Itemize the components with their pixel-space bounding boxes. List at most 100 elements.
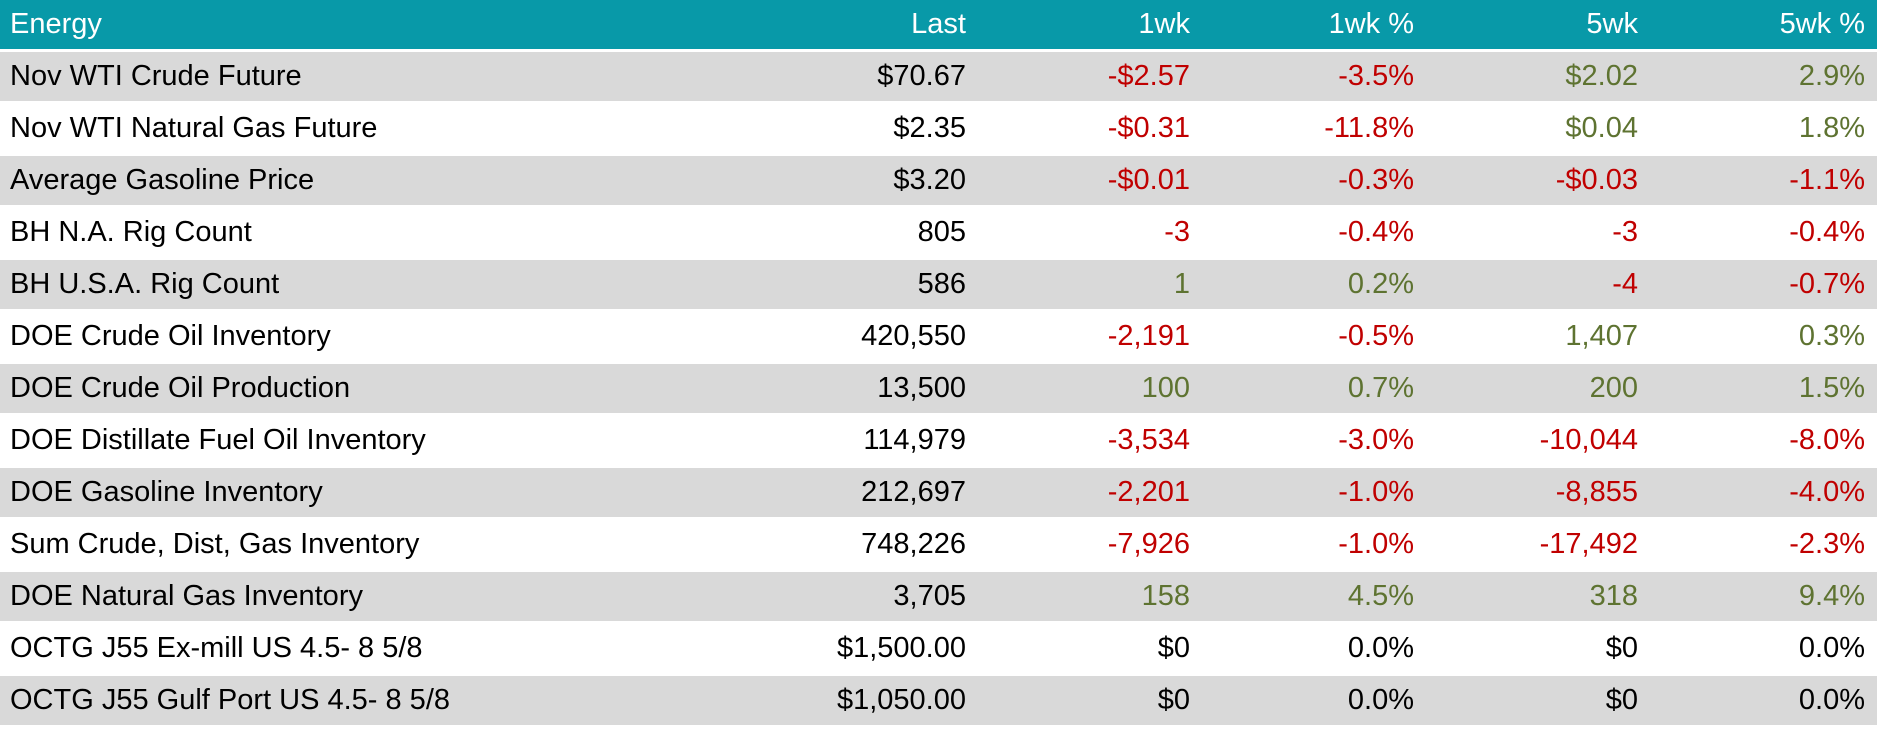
table-cell: -1.0%	[1338, 476, 1414, 508]
row-label: Nov WTI Crude Future	[10, 60, 302, 92]
row-label: DOE Gasoline Inventory	[10, 476, 323, 508]
table-cell: -3	[1612, 216, 1638, 248]
table-cell: 4.5%	[1347, 580, 1414, 612]
column-header-5wk: 5wk	[1586, 8, 1638, 40]
table-cell: 1.5%	[1798, 372, 1865, 404]
table-cell: -4	[1612, 268, 1638, 300]
row-label: OCTG J55 Gulf Port US 4.5- 8 5/8	[10, 684, 450, 716]
table-row: DOE Crude Oil Production 13,500 100 0.7% 200…	[0, 364, 1877, 416]
table-cell: 805	[917, 216, 966, 248]
table-row: DOE Distillate Fuel Oil Inventory 114,979…	[0, 416, 1877, 468]
column-header-energy: Energy	[10, 8, 102, 40]
row-label: BH N.A. Rig Count	[10, 216, 252, 248]
row-label: DOE Crude Oil Inventory	[10, 320, 331, 352]
table-cell: 0.3%	[1798, 320, 1865, 352]
table-row: DOE Natural Gas Inventory 3,705 158 4.5% 318…	[0, 572, 1877, 624]
table-cell: 1.8%	[1798, 112, 1865, 144]
table-row: Sum Crude, Dist, Gas Inventory 748,226 -7,…	[0, 520, 1877, 572]
table-cell: 1,407	[1565, 320, 1638, 352]
table-cell: -17,492	[1539, 528, 1638, 560]
table-cell: -11.8%	[1324, 112, 1414, 144]
table-cell: -4.0%	[1789, 476, 1865, 508]
table-cell: $3.20	[893, 164, 966, 196]
table-cell: -3.5%	[1338, 60, 1414, 92]
table-row: DOE Gasoline Inventory 212,697 -2,201 -1.0%…	[0, 468, 1877, 520]
table-cell: -$2.57	[1107, 60, 1190, 92]
column-header-last: Last	[911, 8, 966, 40]
table-cell: 13,500	[877, 372, 966, 404]
table-cell: 200	[1589, 372, 1638, 404]
row-label: DOE Distillate Fuel Oil Inventory	[10, 424, 426, 456]
table-cell: -2,201	[1107, 476, 1190, 508]
table-row: Average Gasoline Price $3.20 -$0.01 -0.3% -$…	[0, 156, 1877, 208]
column-header-1wk: 1wk	[1138, 8, 1190, 40]
table-cell: $1,050.00	[836, 684, 966, 716]
row-label: Nov WTI Natural Gas Future	[10, 112, 378, 144]
table-cell: -3	[1164, 216, 1190, 248]
table-cell: 212,697	[861, 476, 966, 508]
table-cell: 9.4%	[1798, 580, 1865, 612]
table-cell: 420,550	[861, 320, 966, 352]
row-label: OCTG J55 Ex-mill US 4.5- 8 5/8	[10, 632, 423, 664]
row-label: BH U.S.A. Rig Count	[10, 268, 280, 300]
column-header-5wk: 5wk %	[1779, 8, 1865, 40]
table-cell: $0	[1157, 684, 1190, 716]
table-cell: -$0.01	[1107, 164, 1190, 196]
table-cell: -8.0%	[1789, 424, 1865, 456]
table-row: BH U.S.A. Rig Count 586 1 0.2% -4 -0.7%	[0, 260, 1877, 312]
table-cell: 0.0%	[1798, 632, 1865, 664]
table-cell: -3.0%	[1338, 424, 1414, 456]
table-row: DOE Crude Oil Inventory 420,550 -2,191 -0.5…	[0, 312, 1877, 364]
table-cell: $70.67	[877, 60, 966, 92]
table-cell: -0.7%	[1789, 268, 1865, 300]
table-cell: 158	[1141, 580, 1190, 612]
table-cell: -1.1%	[1789, 164, 1865, 196]
row-label: Sum Crude, Dist, Gas Inventory	[10, 528, 420, 560]
table-cell: -2,191	[1107, 320, 1190, 352]
table-row: OCTG J55 Gulf Port US 4.5- 8 5/8 $1,050.0…	[0, 676, 1877, 725]
table-cell: -0.5%	[1338, 320, 1414, 352]
table-cell: -8,855	[1555, 476, 1638, 508]
table-cell: -$0.31	[1107, 112, 1190, 144]
table-cell: -0.3%	[1338, 164, 1414, 196]
table-cell: 1	[1173, 268, 1190, 300]
table-cell: -0.4%	[1789, 216, 1865, 248]
table-row: OCTG J55 Ex-mill US 4.5- 8 5/8 $1,500.00 $…	[0, 624, 1877, 676]
table-body: Nov WTI Crude Future $70.67 -$2.57 -3.5% $2.…	[0, 52, 1877, 725]
table-cell: -$0.03	[1555, 164, 1638, 196]
table-cell: -1.0%	[1338, 528, 1414, 560]
table-row: BH N.A. Rig Count 805 -3 -0.4% -3 -0.4%	[0, 208, 1877, 260]
table-cell: 100	[1141, 372, 1190, 404]
row-label: DOE Crude Oil Production	[10, 372, 351, 404]
table-cell: 0.7%	[1347, 372, 1414, 404]
table-cell: $2.35	[893, 112, 966, 144]
table-cell: $2.02	[1565, 60, 1638, 92]
table-cell: 2.9%	[1798, 60, 1865, 92]
table-cell: $0.04	[1565, 112, 1638, 144]
table-cell: $0	[1605, 684, 1638, 716]
table-cell: -3,534	[1107, 424, 1190, 456]
table-cell: -7,926	[1107, 528, 1190, 560]
row-label: DOE Natural Gas Inventory	[10, 580, 363, 612]
table-cell: 318	[1589, 580, 1638, 612]
table-cell: 0.0%	[1798, 684, 1865, 716]
table-row: Nov WTI Natural Gas Future $2.35 -$0.31 -11…	[0, 104, 1877, 156]
table-cell: 0.0%	[1347, 632, 1414, 664]
table-cell: $0	[1605, 632, 1638, 664]
table-cell: 586	[917, 268, 966, 300]
table-cell: -0.4%	[1338, 216, 1414, 248]
table-row: Nov WTI Crude Future $70.67 -$2.57 -3.5% $2.…	[0, 52, 1877, 104]
table-cell: 114,979	[863, 424, 966, 456]
table-cell: $1,500.00	[836, 632, 966, 664]
table-cell: 748,226	[861, 528, 966, 560]
table-cell: $0	[1157, 632, 1190, 664]
row-label: Average Gasoline Price	[10, 164, 315, 196]
table-cell: 0.0%	[1347, 684, 1414, 716]
table-cell: -10,044	[1539, 424, 1638, 456]
column-header-1wk: 1wk %	[1328, 8, 1414, 40]
table-header-row: Energy Last 1wk 1wk % 5wk 5wk %	[0, 0, 1877, 52]
table-cell: 0.2%	[1347, 268, 1414, 300]
table-cell: -2.3%	[1789, 528, 1865, 560]
table-cell: 3,705	[893, 580, 966, 612]
